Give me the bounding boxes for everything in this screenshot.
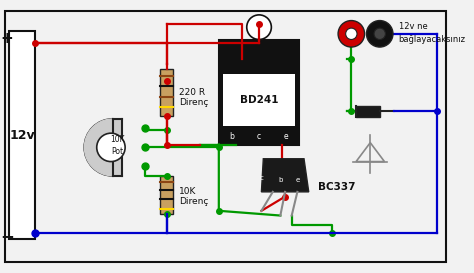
Circle shape xyxy=(366,20,393,47)
Text: b: b xyxy=(229,132,235,141)
Circle shape xyxy=(346,28,357,40)
Circle shape xyxy=(247,15,271,40)
Text: +: + xyxy=(0,31,13,46)
Text: bağlayacaksınız: bağlayacaksınız xyxy=(399,35,465,44)
Text: BC337: BC337 xyxy=(318,182,356,192)
Text: 10K: 10K xyxy=(110,135,125,144)
Bar xyxy=(160,69,173,116)
Bar xyxy=(223,73,295,126)
Text: b: b xyxy=(278,177,283,183)
Text: 10K
Direnç: 10K Direnç xyxy=(179,187,209,206)
Polygon shape xyxy=(84,119,122,176)
Bar xyxy=(9,31,35,239)
Text: 12v: 12v xyxy=(9,129,35,142)
Polygon shape xyxy=(262,159,309,192)
Bar xyxy=(219,40,299,144)
Text: BD241: BD241 xyxy=(240,95,278,105)
Text: e: e xyxy=(284,132,288,141)
Text: e: e xyxy=(295,177,300,183)
Text: 220 R
Direnç: 220 R Direnç xyxy=(179,88,209,107)
Circle shape xyxy=(338,20,365,47)
Text: Pot: Pot xyxy=(111,147,124,156)
Text: c: c xyxy=(259,175,264,181)
Text: c: c xyxy=(257,132,261,141)
Bar xyxy=(160,176,173,214)
Text: −: − xyxy=(0,227,14,245)
Circle shape xyxy=(97,133,125,162)
Bar xyxy=(356,106,380,117)
Circle shape xyxy=(374,28,385,40)
Text: 12v ne: 12v ne xyxy=(399,22,428,31)
